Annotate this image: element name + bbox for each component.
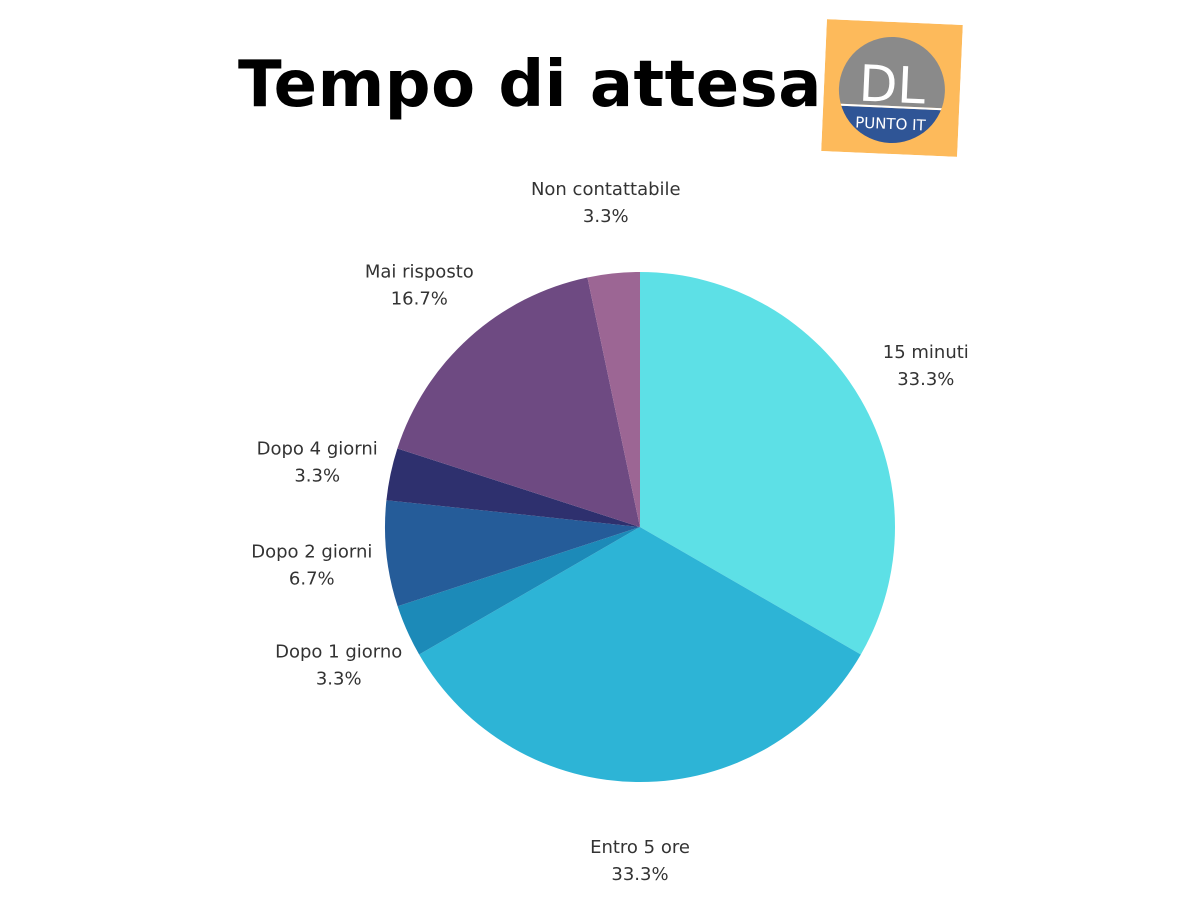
slice-value-15-minuti: 33.3% [897, 369, 954, 390]
slice-label-entro-5-ore: Entro 5 ore [590, 837, 690, 858]
pie-labels: 15 minuti 33.3% Entro 5 ore 33.3% Dopo 1 gio… [251, 179, 969, 885]
chart-title: Tempo di attesa [238, 48, 822, 122]
logo-circle-bottom [836, 105, 948, 146]
pie-slices [384, 272, 896, 783]
pie-slice-dopo-1-giorno [397, 527, 640, 655]
slice-value-dopo-2-giorni: 6.7% [289, 569, 335, 590]
slice-label-dopo-4-giorni: Dopo 4 giorni [257, 439, 378, 460]
slice-label-dopo-2-giorni: Dopo 2 giorni [251, 542, 372, 563]
slice-label-dopo-1-giorno: Dopo 1 giorno [275, 642, 402, 663]
slice-value-mai-risposto: 16.7% [391, 289, 448, 310]
pie-slice-dopo-2-giorni [384, 500, 640, 607]
pie-slice-entro-5-ore [419, 527, 861, 783]
pie-slice-mai-risposto [397, 277, 640, 527]
dl-punto-it-logo: DL PUNTO IT [821, 19, 963, 157]
pie-slice-15-minuti [640, 272, 896, 655]
logo-sub-text: PUNTO IT [855, 113, 927, 134]
slice-label-15-minuti: 15 minuti [883, 342, 969, 363]
slice-value-dopo-4-giorni: 3.3% [294, 466, 340, 487]
pie-slice-non-contattabile [587, 272, 640, 527]
slice-value-dopo-1-giorno: 3.3% [316, 669, 362, 690]
slice-value-non-contattabile: 3.3% [583, 206, 629, 227]
slice-label-non-contattabile: Non contattabile [531, 179, 681, 200]
slice-value-entro-5-ore: 33.3% [611, 864, 668, 885]
pie-slice-dopo-4-giorni [386, 448, 640, 527]
logo-main-text: DL [858, 55, 927, 116]
slice-label-mai-risposto: Mai risposto [365, 262, 474, 283]
